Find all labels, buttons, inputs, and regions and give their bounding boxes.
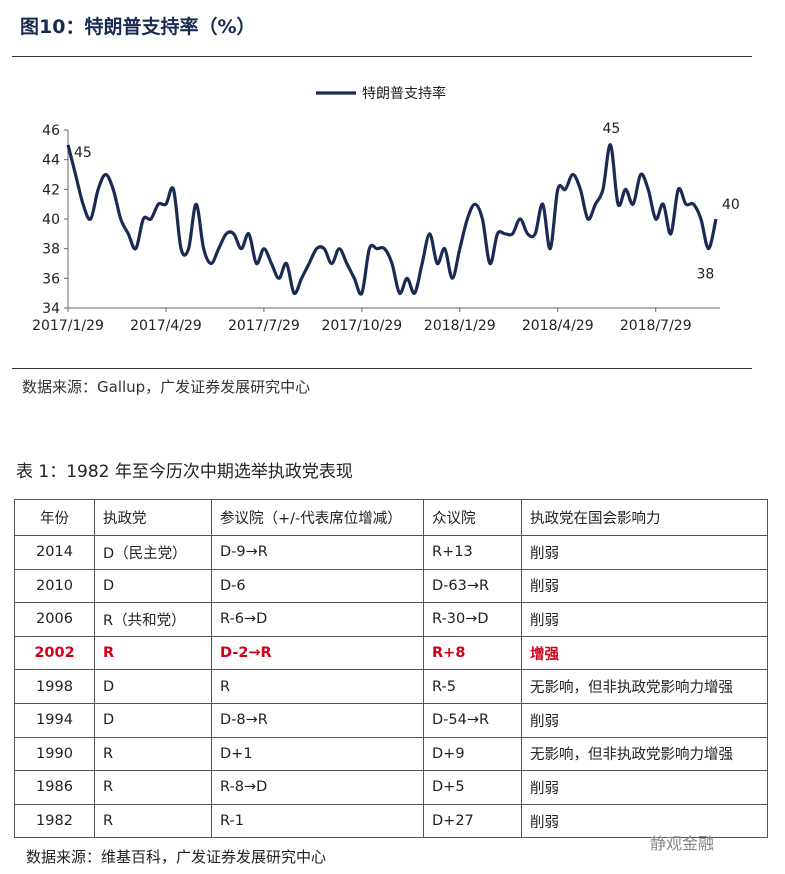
midterm-results-table: 年份 执政党 参议院（+/-代表席位增减） 众议院 执政党在国会影响力 2014… [14,499,768,839]
cell-influence: 削弱 [521,770,768,805]
table-source: 数据来源：维基百科，广发证券发展研究中心 [26,848,327,866]
cell-party: D [94,669,212,704]
x-tick-label: 2017/4/29 [130,318,202,334]
cell-house: R+8 [423,635,522,671]
cell-senate: R-8→D [211,770,424,805]
header-influence: 执政党在国会影响力 [521,499,768,536]
x-tick-label: 2017/10/29 [322,318,403,334]
table-row: 1982 R R-1 D+27 削弱 [14,803,768,839]
data-label: 45 [603,121,621,137]
x-tick-label: 2017/7/29 [228,318,300,334]
x-tick-label: 2018/1/29 [424,318,496,334]
table-row: 1998 D R R-5 无影响，但非执政党影响力增强 [14,669,768,704]
cell-influence: 削弱 [521,568,768,604]
header-senate: 参议院（+/-代表席位增减） [211,499,424,536]
cell-house: R-5 [423,669,522,704]
table-row: 1990 R D+1 D+9 无影响，但非执政党影响力增强 [14,736,768,772]
cell-house: R-30→D [423,602,522,637]
chart-source: 数据来源：Gallup，广发证券发展研究中心 [22,378,311,396]
data-label: 40 [722,197,740,213]
header-party: 执政党 [94,499,212,536]
cell-influence: 增强 [521,635,768,671]
cell-influence: 削弱 [521,535,768,570]
cell-house: D+5 [423,770,522,805]
table-row: 2002 R D-2→R R+8 增强 [14,635,768,671]
cell-year: 1990 [14,736,95,772]
x-tick-label: 2018/4/29 [522,318,594,334]
cell-house: D+9 [423,736,522,772]
y-tick-label: 42 [42,182,60,198]
cell-year: 1994 [14,702,95,738]
x-tick-label: 2018/7/29 [620,318,692,334]
cell-party: R [94,803,212,839]
cell-senate: D+1 [211,736,424,772]
cell-house: R+13 [423,535,522,570]
cell-party: R [94,770,212,805]
cell-senate: D-9→R [211,535,424,570]
table-title: 表 1：1982 年至今历次中期选举执政党表现 [16,462,353,482]
table-header-row: 年份 执政党 参议院（+/-代表席位增减） 众议院 执政党在国会影响力 [14,499,768,536]
cell-senate: R [211,669,424,704]
y-tick-label: 34 [42,301,60,317]
top-rule [12,56,752,57]
y-tick-label: 36 [42,271,60,287]
x-tick-label: 2017/1/29 [32,318,104,334]
cell-senate: D-2→R [211,635,424,671]
table-row: 1994 D D-8→R D-54→R 削弱 [14,702,768,738]
mid-rule [12,368,752,369]
y-tick-label: 44 [42,153,60,169]
cell-house: D-63→R [423,568,522,604]
cell-senate: D-6 [211,568,424,604]
cell-influence: 削弱 [521,602,768,637]
cell-house: D-54→R [423,702,522,738]
cell-senate: R-1 [211,803,424,839]
data-label: 45 [74,145,92,161]
cell-year: 2014 [14,535,95,570]
cell-year: 2002 [14,635,95,671]
approval-line-chart: 34 36 38 40 42 44 46 2017/1/29 2017/4/29 2017/7/2… [32,85,740,334]
watermark: 静观金融 [650,834,715,853]
figure-title: 图10：特朗普支持率（%） [20,16,256,38]
cell-party: D（民主党） [94,535,212,570]
cell-senate: R-6→D [211,602,424,637]
cell-party: D [94,702,212,738]
header-year: 年份 [14,499,95,536]
table-row: 2006 R（共和党） R-6→D R-30→D 削弱 [14,602,768,637]
cell-year: 2010 [14,568,95,604]
cell-party: R（共和党） [94,602,212,637]
series-line [66,143,718,296]
cell-influence: 无影响，但非执政党影响力增强 [521,736,768,772]
cell-party: R [94,635,212,671]
cell-influence: 削弱 [521,803,768,839]
cell-influence: 无影响，但非执政党影响力增强 [521,669,768,704]
table-row: 2010 D D-6 D-63→R 削弱 [14,568,768,604]
legend-label: 特朗普支持率 [362,85,446,102]
y-tick-label: 46 [42,123,60,139]
cell-influence: 削弱 [521,702,768,738]
table-row: 1986 R R-8→D D+5 削弱 [14,770,768,805]
cell-year: 2006 [14,602,95,637]
y-tick-label: 38 [42,242,60,258]
cell-party: R [94,736,212,772]
table-row: 2014 D（民主党） D-9→R R+13 削弱 [14,535,768,570]
y-tick-label: 40 [42,212,60,228]
cell-year: 1998 [14,669,95,704]
cell-house: D+27 [423,803,522,839]
cell-year: 1986 [14,770,95,805]
cell-senate: D-8→R [211,702,424,738]
cell-year: 1982 [14,803,95,839]
header-house: 众议院 [423,499,522,536]
cell-party: D [94,568,212,604]
data-label: 38 [696,267,714,283]
